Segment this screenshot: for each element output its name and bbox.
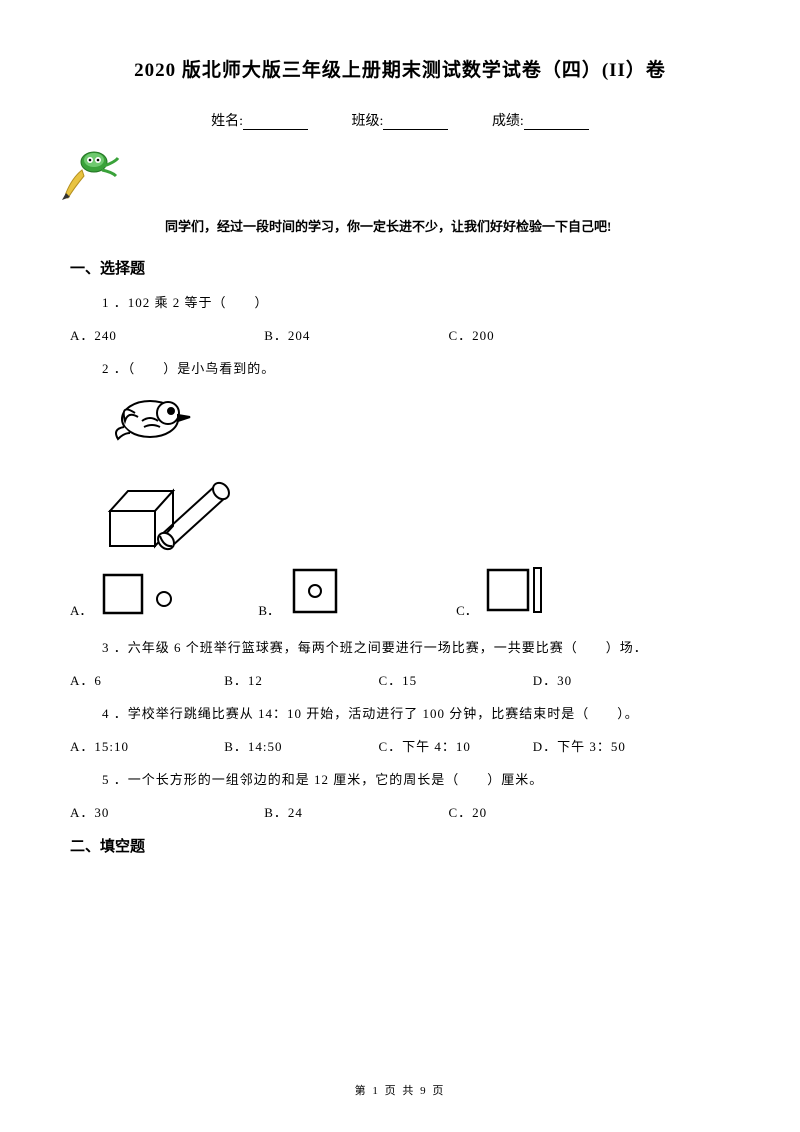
student-info-row: 姓名: 班级: 成绩: bbox=[70, 110, 730, 130]
q2-opt-a-label: A． bbox=[70, 600, 92, 619]
q2-text: 2 ．（ ）是小鸟看到的。 bbox=[102, 358, 730, 377]
q3-text: 3 ．六年级 6 个班举行篮球赛，每两个班之间要进行一场比赛，一共要比赛（ ）场… bbox=[102, 637, 730, 656]
section-2-heading: 二、填空题 bbox=[70, 835, 730, 856]
q1-text: 1 ．102 乘 2 等于（ ） bbox=[102, 292, 730, 311]
q4-opt-c[interactable]: C．下午 4：10 bbox=[379, 736, 529, 755]
q2-scene-icon bbox=[100, 391, 730, 556]
q1-opt-b[interactable]: B．204 bbox=[264, 325, 444, 344]
pencil-mascot-icon bbox=[60, 148, 730, 208]
q4-text: 4 ．学校举行跳绳比赛从 14：10 开始，活动进行了 100 分钟，比赛结束时… bbox=[102, 703, 730, 722]
q4-opt-a[interactable]: A．15:10 bbox=[70, 736, 220, 755]
q4-opt-d[interactable]: D．下午 3：50 bbox=[533, 736, 626, 755]
score-label: 成绩: bbox=[492, 114, 524, 129]
intro-text: 同学们，经过一段时间的学习，你一定长进不少，让我们好好检验一下自己吧! bbox=[165, 216, 730, 235]
q3-opt-b[interactable]: B．12 bbox=[224, 670, 374, 689]
section-1-heading: 一、选择题 bbox=[70, 257, 730, 278]
class-label: 班级: bbox=[352, 114, 384, 129]
q2-options: A． B． C． bbox=[70, 564, 730, 619]
q2-opt-c-label: C． bbox=[456, 600, 478, 619]
q3-opt-a[interactable]: A．6 bbox=[70, 670, 220, 689]
exam-title: 2020 版北师大版三年级上册期末测试数学试卷（四）(II）卷 bbox=[70, 55, 730, 82]
class-blank[interactable] bbox=[383, 115, 448, 130]
q2-opt-c-icon bbox=[484, 564, 546, 619]
name-label: 姓名: bbox=[211, 114, 243, 129]
q5-opt-c[interactable]: C．20 bbox=[449, 802, 488, 821]
q5-opt-b[interactable]: B．24 bbox=[264, 802, 444, 821]
score-blank[interactable] bbox=[524, 115, 589, 130]
q1-opt-c[interactable]: C．200 bbox=[449, 325, 495, 344]
q2-opt-b-icon bbox=[286, 564, 346, 619]
q4-opt-b[interactable]: B．14:50 bbox=[224, 736, 374, 755]
q5-text: 5 ．一个长方形的一组邻边的和是 12 厘米，它的周长是（ ）厘米。 bbox=[102, 769, 730, 788]
q5-opt-a[interactable]: A．30 bbox=[70, 802, 260, 821]
q2-opt-c[interactable]: C． bbox=[456, 564, 546, 619]
q3-opt-c[interactable]: C．15 bbox=[379, 670, 529, 689]
q2-opt-b[interactable]: B． bbox=[258, 564, 346, 619]
name-blank[interactable] bbox=[243, 115, 308, 130]
q5-options: A．30 B．24 C．20 bbox=[70, 802, 730, 821]
q3-opt-d[interactable]: D．30 bbox=[533, 670, 572, 689]
q3-options: A．6 B．12 C．15 D．30 bbox=[70, 670, 730, 689]
q2-opt-a-icon bbox=[98, 569, 188, 619]
q2-opt-a[interactable]: A． bbox=[70, 569, 188, 619]
page-footer: 第 1 页 共 9 页 bbox=[0, 1082, 800, 1098]
q1-opt-a[interactable]: A．240 bbox=[70, 325, 260, 344]
page: 2020 版北师大版三年级上册期末测试数学试卷（四）(II）卷 姓名: 班级: … bbox=[0, 0, 800, 910]
q2-opt-b-label: B． bbox=[258, 600, 280, 619]
q1-options: A．240 B．204 C．200 bbox=[70, 325, 730, 344]
q4-options: A．15:10 B．14:50 C．下午 4：10 D．下午 3：50 bbox=[70, 736, 730, 755]
